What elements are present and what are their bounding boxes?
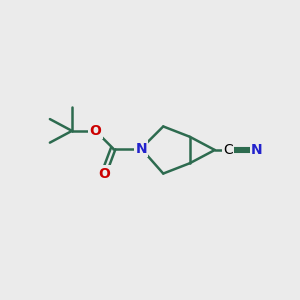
Text: O: O	[90, 124, 101, 138]
Text: N: N	[251, 143, 262, 157]
Text: C: C	[223, 143, 233, 157]
Text: N: N	[135, 142, 147, 155]
Text: O: O	[98, 167, 110, 181]
